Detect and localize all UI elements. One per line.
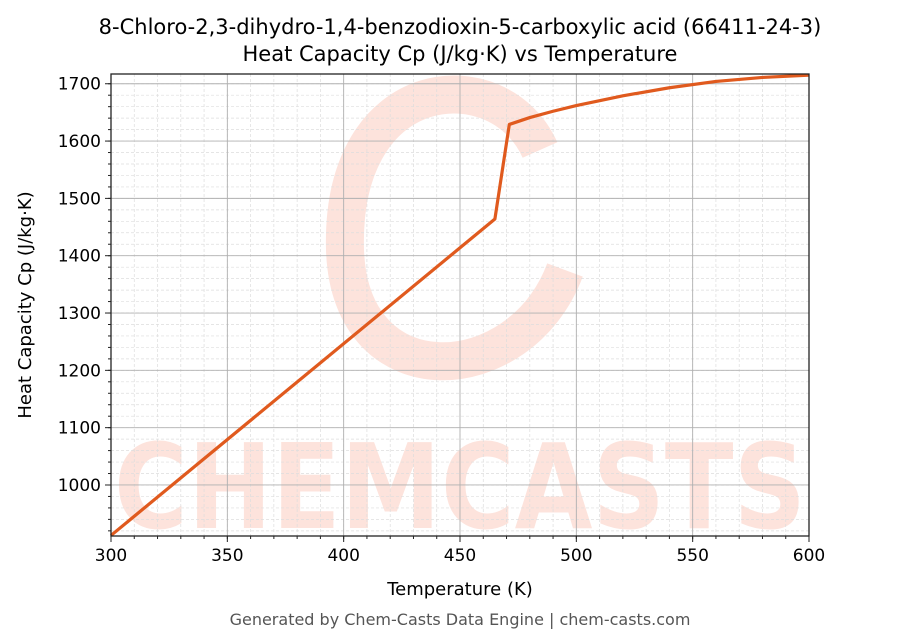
grid (110, 74, 810, 536)
x-tick-label: 550 (676, 546, 708, 566)
chart-title: 8-Chloro-2,3-dihydro-1,4-benzodioxin-5-c… (99, 15, 822, 39)
y-tick-label: 1400 (58, 247, 101, 267)
plot-frame (110, 73, 810, 537)
y-tick-label: 1200 (58, 361, 101, 381)
x-axis-label: Temperature (K) (386, 579, 533, 600)
y-tick-label: 1300 (58, 304, 101, 324)
footer-credit: Generated by Chem-Casts Data Engine | ch… (230, 610, 691, 629)
watermark-logo (325, 75, 583, 381)
x-tick-label: 400 (327, 546, 359, 566)
x-tick-label: 500 (560, 546, 592, 566)
ticks: 300 350 400 450 500 550 600 1000 1100 1200 1300 140… (58, 75, 825, 566)
y-axis-label: Heat Capacity Cp (J/kg·K) (15, 191, 36, 418)
y-tick-label: 1500 (58, 189, 101, 209)
x-tick-label: 600 (793, 546, 825, 566)
x-tick-label: 300 (95, 546, 127, 566)
x-tick-label: 350 (211, 546, 243, 566)
y-tick-label: 1000 (58, 476, 101, 496)
x-tick-label: 450 (444, 546, 476, 566)
chart-subtitle: Heat Capacity Cp (J/kg·K) vs Temperature (243, 42, 678, 66)
y-tick-label: 1700 (58, 75, 101, 95)
series-line-cp (109, 73, 810, 537)
y-tick-label: 1600 (58, 132, 101, 152)
y-tick-label: 1100 (58, 419, 101, 439)
